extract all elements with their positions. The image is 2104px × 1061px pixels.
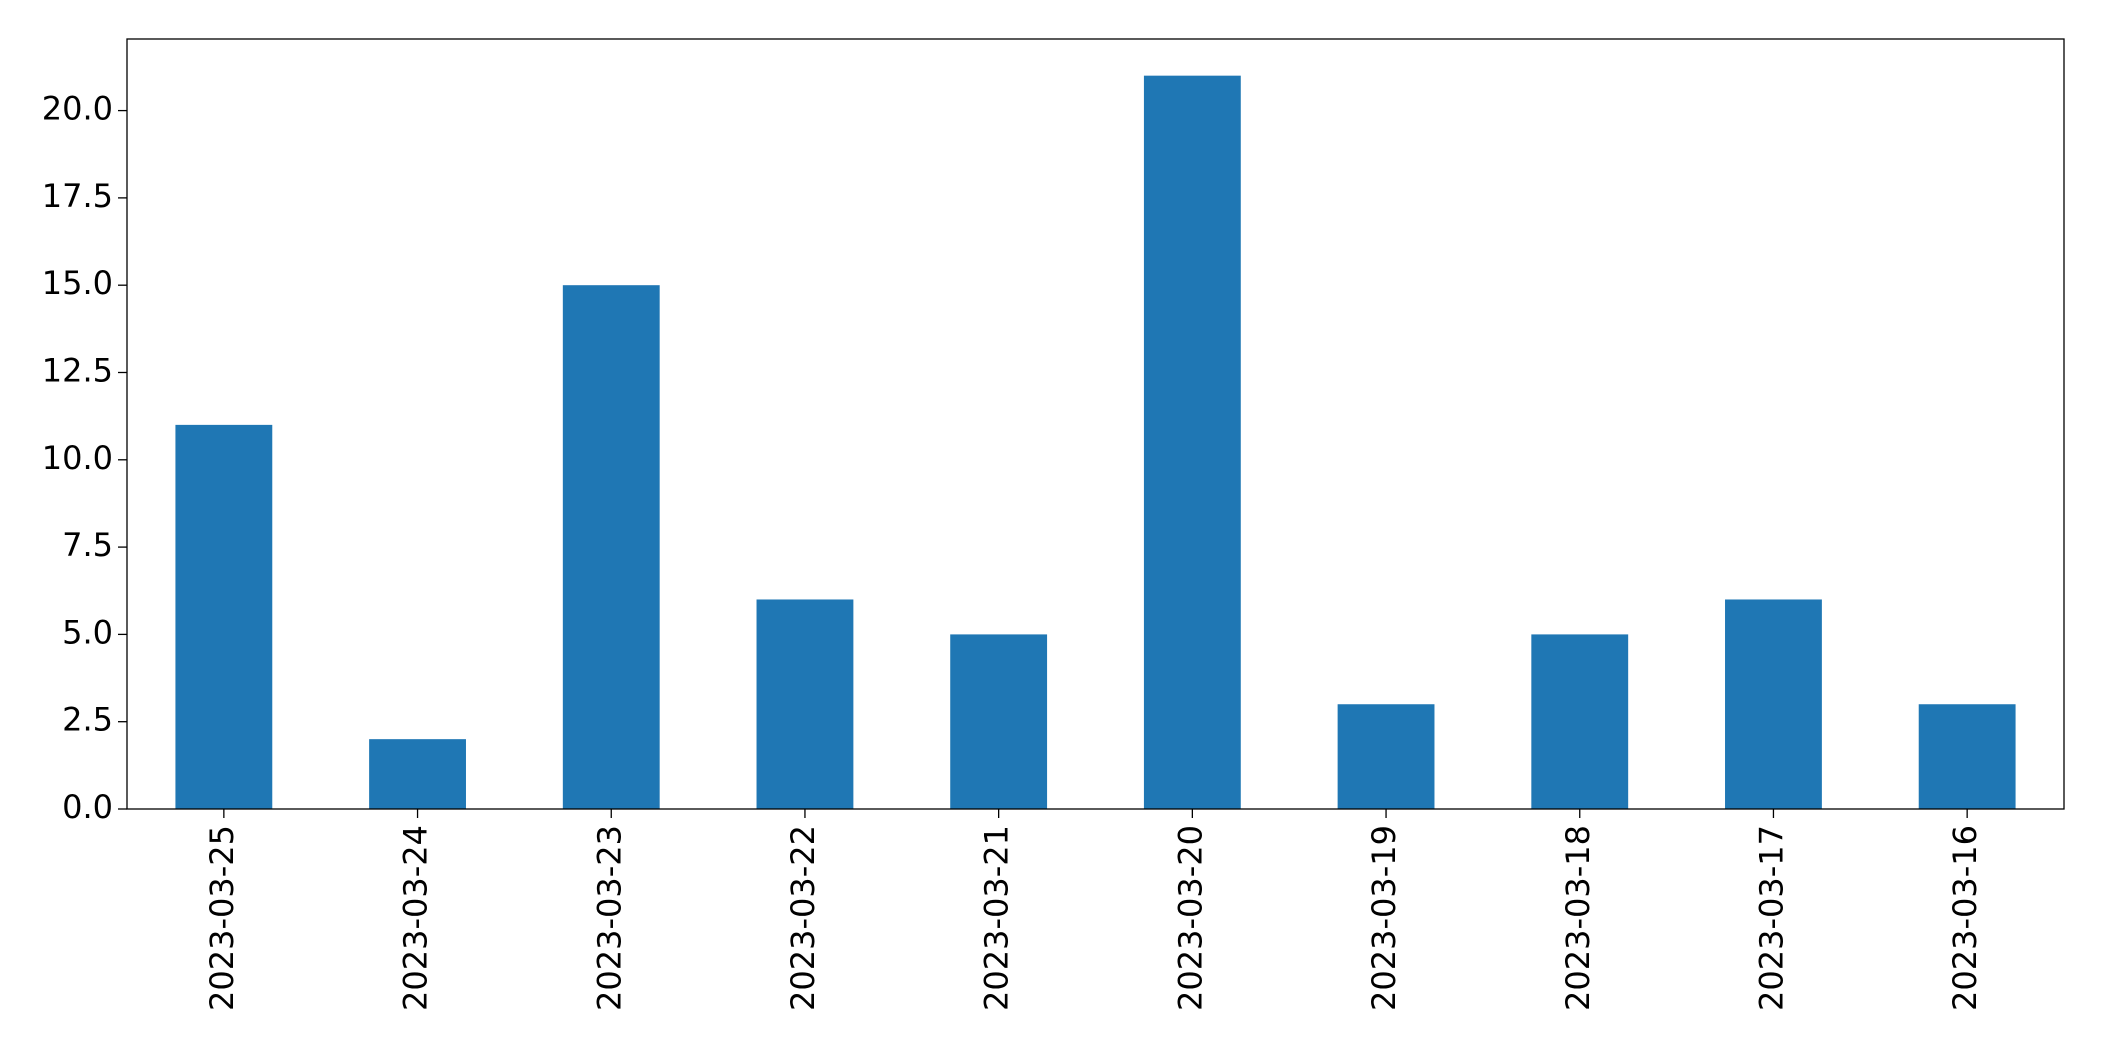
bar	[950, 634, 1048, 809]
x-tick-label: 2023-03-24	[397, 825, 435, 1011]
y-tick-label: 10.0	[42, 439, 113, 477]
x-tick-label: 2023-03-23	[590, 825, 628, 1011]
bar	[1531, 634, 1629, 809]
y-tick-label: 0.0	[62, 788, 113, 826]
y-tick-label: 7.5	[62, 526, 113, 564]
x-tick-label: 2023-03-17	[1752, 825, 1790, 1011]
x-tick-label: 2023-03-22	[784, 825, 822, 1011]
bar	[1337, 704, 1435, 809]
bar	[1143, 75, 1241, 809]
bar	[369, 739, 466, 809]
bar	[562, 285, 660, 809]
y-tick-label: 17.5	[42, 177, 113, 215]
y-tick-label: 15.0	[42, 264, 113, 302]
x-tick-label: 2023-03-25	[203, 825, 241, 1011]
x-tick-label: 2023-03-20	[1171, 825, 1209, 1011]
bar	[1725, 599, 1822, 809]
bar	[175, 424, 273, 809]
y-tick-label: 12.5	[42, 351, 113, 389]
bar	[756, 599, 854, 809]
bar	[1918, 704, 2016, 809]
y-tick-label: 2.5	[62, 701, 113, 739]
x-tick-label: 2023-03-21	[978, 825, 1016, 1011]
x-tick-label: 2023-03-16	[1946, 825, 1984, 1011]
axes-frame	[126, 38, 2065, 810]
x-tick-label: 2023-03-19	[1365, 825, 1403, 1011]
y-tick-label: 20.0	[42, 90, 113, 128]
x-tick-label: 2023-03-18	[1559, 825, 1597, 1011]
y-tick-label: 5.0	[62, 613, 113, 651]
